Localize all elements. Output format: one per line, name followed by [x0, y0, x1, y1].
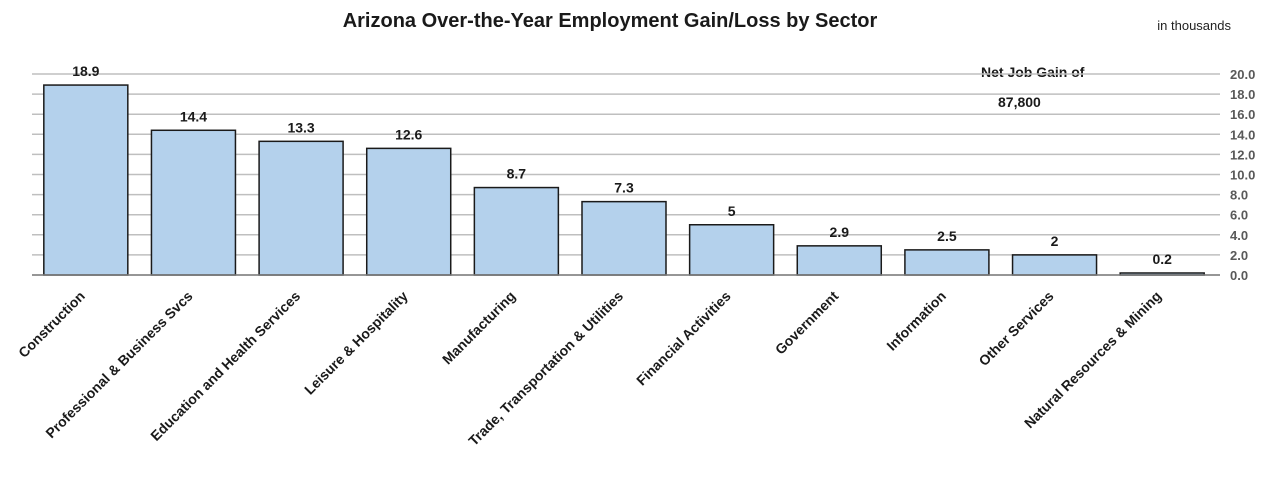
category-label: Construction [15, 288, 88, 361]
value-label: 8.7 [507, 166, 527, 182]
y-tick-label: 2.0 [1230, 248, 1248, 263]
category-label: Government [772, 288, 842, 358]
y-tick-label: 8.0 [1230, 188, 1248, 203]
bar [473, 186, 560, 276]
bar [581, 200, 667, 276]
value-label: 13.3 [287, 119, 314, 135]
bar [365, 147, 452, 276]
value-label: 2.9 [830, 224, 850, 240]
category-label: Manufacturing [439, 288, 519, 368]
y-tick-label: 4.0 [1230, 228, 1248, 243]
y-tick-label: 6.0 [1230, 208, 1248, 223]
net-gain-value: 87,800 [998, 94, 1041, 110]
value-label: 0.2 [1152, 251, 1172, 267]
y-tick-label: 18.0 [1230, 87, 1255, 102]
value-label: 12.6 [395, 126, 422, 142]
category-label: Leisure & Hospitality [301, 288, 411, 398]
bar [43, 84, 129, 276]
value-label: 14.4 [180, 108, 207, 124]
value-label: 18.9 [72, 63, 99, 79]
bar [904, 249, 990, 276]
net-gain-label: Net Job Gain of [981, 64, 1085, 80]
y-tick-label: 14.0 [1230, 127, 1255, 142]
value-label: 5 [728, 203, 736, 219]
bar [688, 224, 775, 276]
value-label: 2.5 [937, 228, 957, 244]
category-label: Information [883, 288, 949, 354]
value-label: 2 [1051, 233, 1059, 249]
category-label: Financial Activities [633, 288, 734, 389]
y-tick-label: 10.0 [1230, 168, 1255, 183]
bar [1011, 254, 1098, 276]
y-tick-label: 0.0 [1230, 268, 1248, 283]
y-tick-label: 16.0 [1230, 107, 1255, 122]
chart-title: Arizona Over-the-Year Employment Gain/Lo… [342, 10, 878, 32]
y-tick-label: 12.0 [1230, 147, 1255, 162]
bar [258, 140, 344, 276]
value-label: 7.3 [614, 180, 634, 196]
unit-note: in thousands [1157, 18, 1231, 33]
bar [796, 245, 883, 276]
y-tick-label: 20.0 [1230, 67, 1255, 82]
bar [150, 129, 237, 276]
category-label: Other Services [975, 288, 1056, 369]
